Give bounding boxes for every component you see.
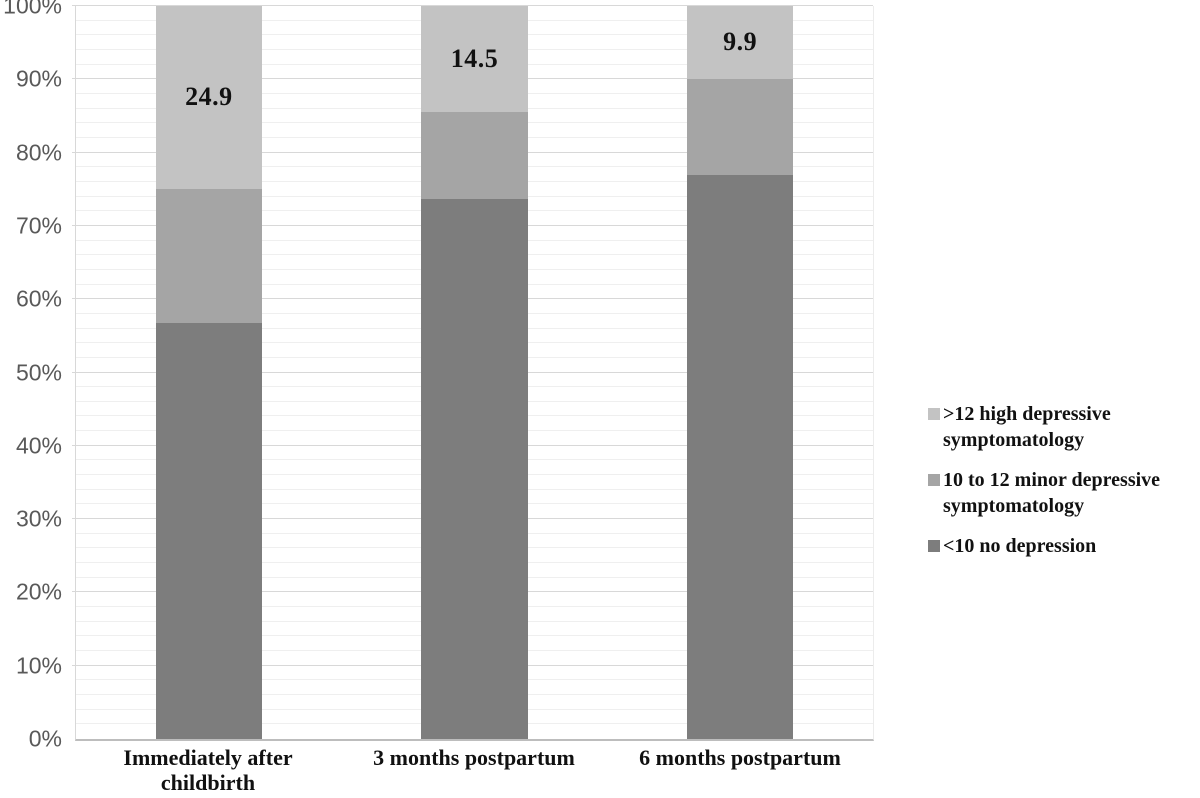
- bar-segment: [421, 198, 528, 739]
- y-tick-label: 40%: [15, 432, 62, 459]
- category-cell: 24.9: [76, 6, 342, 739]
- plot-area: 24.9 14.5 9.9: [72, 5, 874, 741]
- legend-item: 10 to 12 minor depressive symptomatology: [928, 468, 1190, 519]
- legend-swatch-icon: [928, 408, 940, 420]
- y-axis-tick: [72, 518, 76, 520]
- stacked-bar: 24.9: [155, 6, 262, 739]
- y-tick-label: 0%: [28, 725, 62, 752]
- category-cell: 9.9: [607, 6, 873, 739]
- bar-segment: 14.5: [421, 6, 528, 113]
- y-axis: 0% 10% 20% 30% 40% 50% 60% 70% 80% 90% 100%: [0, 0, 62, 750]
- data-label: 14.5: [450, 44, 499, 74]
- y-tick-label: 90%: [15, 65, 62, 92]
- legend-item: <10 no depression: [928, 534, 1190, 560]
- legend-swatch-icon: [928, 474, 940, 487]
- legend-label: >12 high depressive symptomatology: [943, 403, 1111, 451]
- bar-segment: [687, 174, 794, 739]
- stacked-bar: 9.9: [687, 6, 794, 739]
- y-axis-tick: [72, 664, 76, 666]
- y-axis-tick: [72, 151, 76, 153]
- bar-segment: [421, 112, 528, 199]
- legend-swatch-icon: [928, 540, 940, 553]
- legend: >12 high depressive symptomatology 10 to …: [928, 402, 1190, 575]
- y-tick-label: 80%: [15, 139, 62, 166]
- data-label: 9.9: [723, 27, 758, 57]
- major-gridline: [76, 5, 873, 6]
- data-label: 24.9: [185, 82, 233, 112]
- y-tick-label: 100%: [3, 0, 62, 19]
- bar-segment: 9.9: [687, 6, 794, 79]
- stacked-bar: 14.5: [421, 6, 528, 739]
- y-tick-label: 50%: [15, 359, 62, 385]
- bar-segment: [687, 78, 794, 175]
- y-axis-tick: [72, 444, 76, 446]
- bar-segment: [155, 188, 262, 324]
- y-axis-tick: [72, 5, 76, 6]
- bar-segment: [155, 323, 262, 739]
- y-axis-tick: [72, 224, 76, 226]
- x-category-label: 6 months postpartum: [639, 745, 841, 770]
- bars-layer: 24.9 14.5 9.9: [76, 6, 873, 739]
- y-axis-tick: [72, 591, 76, 593]
- y-tick-label: 10%: [15, 652, 62, 679]
- legend-label: 10 to 12 minor depressive symptomatology: [943, 469, 1161, 517]
- y-tick-label: 70%: [15, 212, 62, 239]
- y-axis-tick: [72, 298, 76, 300]
- x-category-label: Immediately after childbirth: [123, 745, 293, 795]
- legend-label: <10 no depression: [943, 535, 1097, 558]
- legend-item: >12 high depressive symptomatology: [928, 402, 1190, 453]
- category-cell: 14.5: [342, 6, 608, 739]
- x-category-label-cell: Immediately after childbirth: [75, 745, 341, 795]
- x-axis: Immediately after childbirth 3 months pos…: [75, 745, 873, 795]
- y-tick-label: 20%: [15, 578, 62, 605]
- x-category-label: 3 months postpartum: [373, 745, 575, 770]
- y-tick-label: 30%: [15, 505, 62, 532]
- y-axis-tick: [72, 371, 76, 373]
- y-axis-tick: [72, 78, 76, 80]
- bar-segment: 24.9: [155, 6, 262, 189]
- x-category-label-cell: 6 months postpartum: [607, 745, 873, 795]
- x-category-label-cell: 3 months postpartum: [341, 745, 607, 795]
- y-tick-label: 60%: [15, 285, 62, 312]
